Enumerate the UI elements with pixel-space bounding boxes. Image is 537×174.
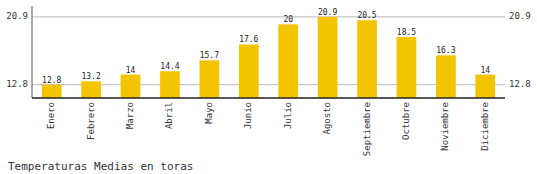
x-tick-label: Octubre [401,102,411,140]
data-label: 15.7 [200,51,219,60]
grid-line [32,16,505,17]
x-tick-label: Febrero [86,102,96,140]
y-tick-label: 12.8 [6,79,28,89]
data-label: 14 [126,66,136,75]
bar [239,44,259,98]
chart: 12.8 20.9 12.8 20.9 12.8 13.2 14 14.4 15.7 17.6 20… [0,0,537,174]
y2-tick-label: 12.8 [509,79,531,89]
bars [42,17,495,98]
y-tick-label: 20.9 [6,11,28,21]
bar [278,24,298,98]
title: Temperaturas Medias en toras [8,160,193,173]
data-label: 16.3 [436,46,455,55]
data-label: 18.5 [397,28,416,37]
x-tick-label: Agosto [322,102,332,135]
y-axis-line [32,6,33,98]
x-tick-label: Julio [283,102,293,129]
bar [160,71,180,98]
bar [436,55,456,98]
data-label: 17.6 [239,35,258,44]
grid-line [32,84,505,85]
data-label: 14.4 [160,62,179,71]
data-label: 20.5 [357,11,376,20]
x-tick-label: Abril [164,102,174,129]
bar [318,17,338,98]
x-tick-label: Mayo [204,102,214,124]
bar [475,75,495,98]
bar [200,60,220,98]
y2-tick-label: 20.9 [509,11,531,21]
x-axis-line [32,97,505,98]
data-label: 12.8 [42,76,61,85]
bar [121,75,141,98]
x-tick-label: Junio [243,102,253,129]
data-label: 20.9 [318,8,337,17]
x-tick-label: Noviembre [440,102,450,151]
bar [42,85,62,98]
bar [397,37,417,98]
bar [81,81,101,98]
x-tick-label: Septiembre [362,102,372,156]
bar [357,20,377,98]
data-label: 20 [283,15,293,24]
x-tick-label: Enero [46,102,56,129]
x-tick-label: Diciembre [480,102,490,151]
data-label: 13.2 [81,72,100,81]
x-tick-label: Marzo [125,102,135,129]
data-label: 14 [480,66,490,75]
